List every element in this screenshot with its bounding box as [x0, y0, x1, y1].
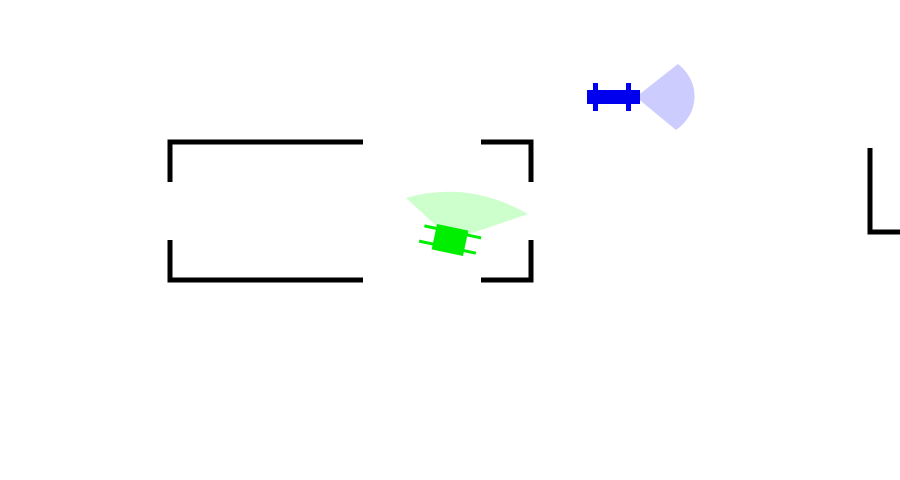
- guard-agent: [587, 64, 695, 130]
- player-body: [418, 223, 482, 257]
- wall-bottom-left: [167, 240, 363, 283]
- player-agent: [406, 191, 528, 257]
- walls: [167, 139, 900, 283]
- guard-body: [587, 83, 640, 111]
- wall-bottom-right: [481, 240, 534, 283]
- wall-far-right: [867, 148, 900, 235]
- wall-top-right: [481, 139, 534, 182]
- player-vision-cone: [406, 191, 528, 240]
- wall-top-left: [167, 139, 363, 182]
- guard-vision-cone: [636, 64, 695, 130]
